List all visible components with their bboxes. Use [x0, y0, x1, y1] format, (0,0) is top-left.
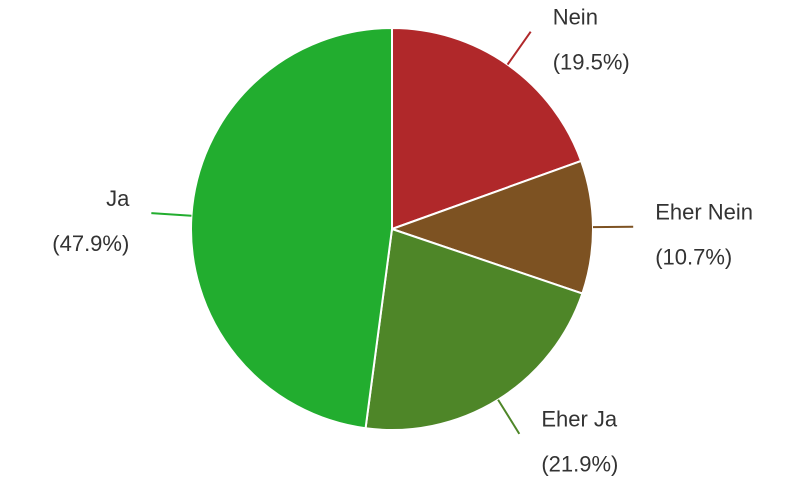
pie-slice	[190, 26, 393, 430]
leader-line	[497, 399, 521, 435]
slice-label: Ja	[106, 186, 130, 211]
slice-value-label: (19.5%)	[553, 49, 630, 74]
slice-value-label: (21.9%)	[541, 452, 618, 477]
pie-slice	[391, 26, 583, 231]
slice-label: Nein	[553, 4, 598, 29]
leader-line	[506, 31, 532, 66]
slice-value-label: (10.7%)	[655, 245, 732, 270]
slice-label: Eher Nein	[655, 200, 753, 225]
slice-value-label: (47.9%)	[52, 231, 129, 256]
leader-line	[151, 212, 192, 217]
slice-label: Eher Ja	[541, 407, 618, 432]
